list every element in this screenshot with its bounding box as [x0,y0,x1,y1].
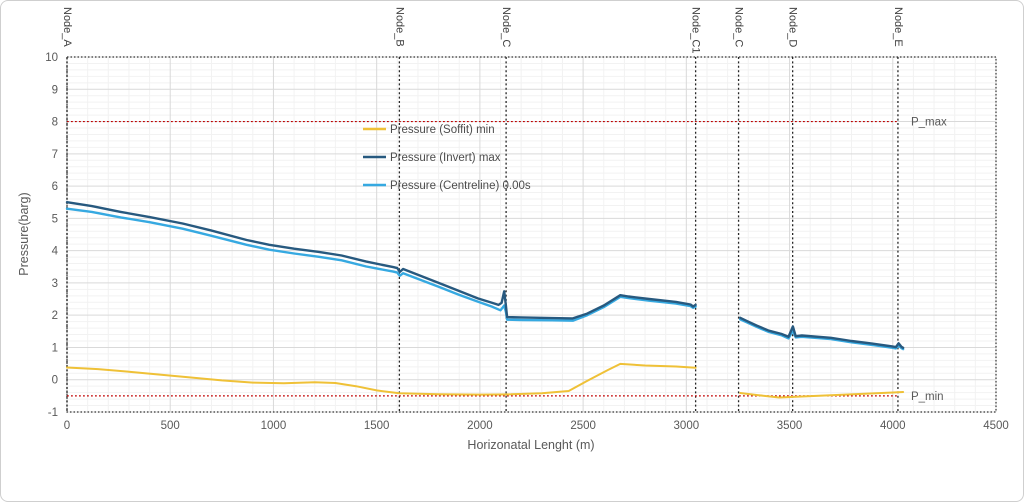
node-lines: Node_A Node_B Node_C Node_C1 Node_C Node_D Nod… [61,7,904,412]
series-line [65,207,697,322]
x-tick-label: 3500 [777,420,803,432]
legend-item-label: Pressure (Soffit) min [390,124,495,136]
reference-line-label: P_min [911,391,944,403]
node-line-label: Node_C [733,7,745,47]
y-tick-label: -1 [48,407,58,419]
data-series [65,200,905,399]
x-axis-title: Horizonatal Lenght (m) [467,438,594,452]
y-tick-label: 4 [52,246,59,258]
node-line-label: Node_C1 [690,7,702,53]
node-line-label: Node_E [892,7,904,47]
gridlines-minor [67,57,996,412]
x-tick-label: 3000 [674,420,700,432]
reference-line-label: P_max [911,117,947,129]
y-axis-title: Pressure(barg) [17,192,31,275]
y-tick-label: 9 [52,84,58,96]
x-tick-label: 4000 [880,420,906,432]
y-tick-label: 3 [52,278,58,290]
legend: Pressure (Soffit) min Pressure (Invert) m… [363,124,531,192]
y-tick-label: 6 [52,181,58,193]
x-tick-label: 2000 [467,420,493,432]
node-line-label: Node_A [61,7,73,47]
legend-item-label: Pressure (Invert) max [390,152,501,164]
y-tick-label: 7 [52,149,58,161]
series-line [66,362,697,396]
series-line [739,316,905,349]
node-line-label: Node_B [393,7,405,47]
series-line [739,391,905,399]
x-tick-label: 1500 [364,420,390,432]
y-tick-label: 0 [52,375,58,387]
node-line-label: Node_C [500,7,512,47]
node-line-label: Node_D [787,7,799,47]
x-tick-label: 1000 [261,420,287,432]
gridlines-major [66,56,997,413]
x-tick-label: 2500 [570,420,596,432]
x-tick-label: 4500 [983,420,1009,432]
y-tick-label: 5 [52,213,58,225]
x-tick-label: 0 [64,420,70,432]
y-tick-label: 2 [52,310,58,322]
x-tick-label: 500 [161,420,180,432]
y-tick-label: 1 [52,342,58,354]
y-tick-label: 10 [45,52,58,64]
series-line [65,200,697,320]
y-tick-label: 8 [52,117,58,129]
axis-ticks: 0 500 1000 1500 2000 2500 3000 3500 4000 4500 -1 0 1… [45,52,1009,432]
legend-item-label: Pressure (Centreline) 0.00s [390,180,531,192]
